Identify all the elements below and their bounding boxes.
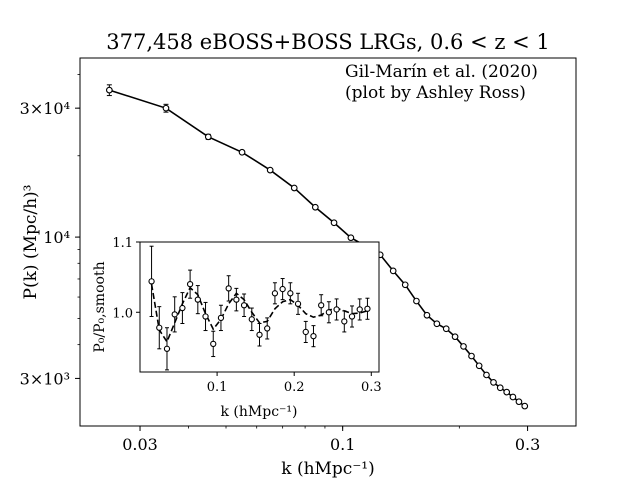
main-data-point [413,297,420,305]
inset-data-point [341,318,348,325]
inset-data-point [287,290,294,297]
main-data-point [433,320,441,328]
inset-data-point [264,325,271,332]
inset-data-point [194,296,201,303]
inset-x-axis-label: k (hMpc⁻¹) [220,404,297,420]
x-tick-label: 0.03 [122,435,158,454]
main-data-point [423,311,431,319]
inset-data-point [156,324,163,331]
inset-data-point [171,311,178,318]
main-data-point [483,371,490,379]
inset-data-point [348,313,356,320]
inset-data-point [248,316,255,323]
main-data-point [401,281,409,289]
inset-data-point [318,302,325,309]
main-data-point [468,352,475,360]
inset-frame [139,241,380,373]
chart-title: 377,458 eBOSS+BOSS LRGs, 0.6 < z < 1 [106,30,549,54]
inset-data-point [225,285,232,292]
main-data-point [496,384,504,392]
inset-data-point [163,345,171,352]
annotation-line-2: (plot by Ashley Ross) [345,83,526,103]
main-data-point [238,148,246,156]
inset-data-point [186,281,194,288]
y-tick-label: 10⁴ [43,228,70,247]
inset-data-point [271,290,279,297]
main-data-point [311,203,319,211]
inset-data-point [179,304,186,312]
main-data-point [162,104,170,112]
annotation-line-1: Gil-Marín et al. (2020) [345,62,538,82]
y-tick-label: 3×10⁴ [20,99,70,118]
main-data-point [389,267,397,275]
main-data-point [451,333,459,341]
main-plot-frame [79,57,577,427]
inset-data-point [279,285,286,293]
inset-data-point [364,305,371,312]
main-data-point [460,343,467,350]
inset-x-tick-label: 0.3 [361,380,382,395]
inset-data-point [256,331,263,338]
inset-data-point [210,340,217,348]
inset-data-point [325,309,333,316]
main-data-point [521,402,529,410]
main-data-point [266,166,274,174]
main-data-point [105,86,113,94]
inset-background [140,242,379,372]
inset-data-point [356,306,363,313]
main-data-point [330,219,338,227]
main-data-point [509,393,517,401]
x-tick-label: 0.3 [515,435,540,454]
inset-ticks: 0.1 0.2 0.3 1.0 1.1 [112,236,381,395]
inset-data-point [240,302,248,309]
inset-data-point [333,306,340,313]
main-data-point [515,398,523,406]
inset-data-point [294,300,302,307]
y-axis-label: P(k) (Mpc/h)³ [21,185,41,300]
main-data-point [204,133,212,141]
main-data-point [490,379,497,386]
main-series-line [109,89,526,407]
inset-data-point [148,278,155,285]
main-data-point [503,388,511,396]
inset-y-tick-label: 1.0 [112,306,133,321]
main-data-point [290,184,298,192]
inset-data-point [233,296,240,303]
inset-x-tick-label: 0.1 [207,380,228,395]
inset-series [148,245,371,371]
inset-data-point [302,328,309,336]
y-tick-label: 3×10³ [20,369,70,388]
inset-data-point [202,313,209,320]
x-axis-label: k (hMpc⁻¹) [281,459,375,479]
main-data-point [347,234,355,242]
main-ticks: 0.03 0.1 0.3 3×10³ 10⁴ 3×10⁴ [20,74,540,454]
inset-y-axis-label: P₀/P₀,smooth [92,261,108,352]
inset-x-tick-label: 0.2 [284,380,305,395]
inset-data-point [217,314,225,322]
main-data-point [475,362,483,370]
main-data-point [442,325,450,333]
inset-y-tick-label: 1.1 [112,236,133,251]
main-series [105,84,529,410]
inset-data-point [310,333,317,340]
inset-model-line [150,284,368,344]
x-tick-label: 0.1 [330,435,355,454]
